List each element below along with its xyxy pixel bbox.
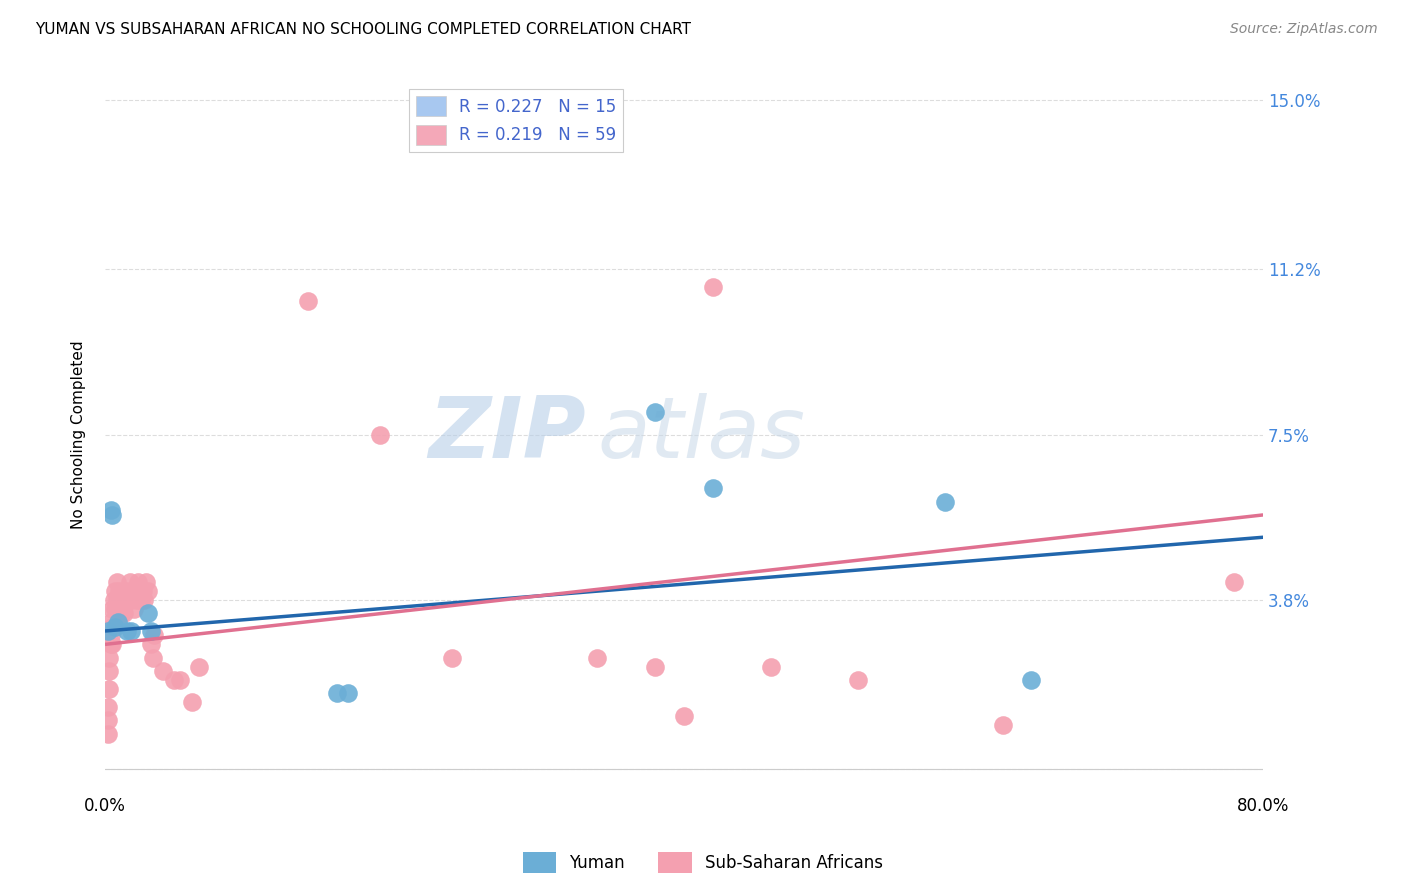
Point: [138, 583, 160, 598]
Point: [152, 664, 174, 678]
Point: [132, 592, 155, 607]
Point: [110, 601, 132, 615]
Y-axis label: No Schooling Completed: No Schooling Completed: [72, 340, 86, 529]
Point: [101, 601, 124, 615]
Point: [702, 481, 724, 495]
Text: ZIP: ZIP: [427, 393, 586, 476]
Point: [98, 650, 121, 665]
Point: [105, 574, 128, 589]
Point: [169, 673, 191, 687]
Point: [115, 583, 138, 598]
Text: YUMAN VS SUBSAHARAN AFRICAN NO SCHOOLING COMPLETED CORRELATION CHART: YUMAN VS SUBSAHARAN AFRICAN NO SCHOOLING…: [35, 22, 692, 37]
Point: [1223, 574, 1246, 589]
Point: [702, 280, 724, 294]
Point: [644, 405, 666, 419]
Point: [141, 624, 163, 638]
Point: [120, 624, 142, 638]
Point: [107, 601, 129, 615]
Point: [129, 592, 152, 607]
Legend: Yuman, Sub-Saharan Africans: Yuman, Sub-Saharan Africans: [516, 846, 890, 880]
Point: [103, 619, 125, 633]
Point: [188, 659, 211, 673]
Point: [120, 592, 142, 607]
Point: [108, 583, 131, 598]
Point: [325, 686, 347, 700]
Point: [111, 606, 134, 620]
Point: [105, 592, 128, 607]
Point: [143, 628, 166, 642]
Point: [103, 592, 125, 607]
Point: [180, 695, 202, 709]
Legend: R = 0.227   N = 15, R = 0.219   N = 59: R = 0.227 N = 15, R = 0.219 N = 59: [409, 89, 623, 152]
Point: [100, 615, 122, 629]
Point: [142, 650, 165, 665]
Point: [441, 650, 464, 665]
Point: [337, 686, 360, 700]
Point: [104, 583, 127, 598]
Point: [297, 293, 319, 308]
Point: [111, 592, 134, 607]
Point: [101, 619, 124, 633]
Point: [135, 574, 157, 589]
Point: [673, 708, 696, 723]
Text: Source: ZipAtlas.com: Source: ZipAtlas.com: [1230, 22, 1378, 37]
Point: [104, 619, 127, 633]
Point: [934, 494, 956, 508]
Point: [97, 699, 120, 714]
Point: [991, 717, 1014, 731]
Point: [98, 664, 121, 678]
Point: [104, 601, 127, 615]
Point: [163, 673, 186, 687]
Text: atlas: atlas: [598, 393, 806, 476]
Point: [117, 592, 139, 607]
Point: [100, 628, 122, 642]
Point: [127, 574, 149, 589]
Point: [131, 583, 153, 598]
Point: [125, 592, 148, 607]
Point: [97, 624, 120, 638]
Point: [114, 592, 136, 607]
Point: [121, 583, 143, 598]
Point: [108, 592, 131, 607]
Point: [644, 659, 666, 673]
Point: [97, 713, 120, 727]
Point: [141, 637, 163, 651]
Point: [1021, 673, 1043, 687]
Point: [115, 624, 138, 638]
Point: [98, 681, 121, 696]
Point: [101, 508, 124, 522]
Point: [138, 606, 160, 620]
Point: [128, 583, 150, 598]
Point: [759, 659, 782, 673]
Point: [368, 427, 391, 442]
Point: [97, 726, 120, 740]
Point: [112, 606, 135, 620]
Point: [846, 673, 869, 687]
Point: [586, 650, 609, 665]
Point: [100, 503, 122, 517]
Point: [100, 637, 122, 651]
Point: [107, 615, 129, 629]
Point: [118, 574, 141, 589]
Point: [101, 637, 124, 651]
Point: [122, 601, 145, 615]
